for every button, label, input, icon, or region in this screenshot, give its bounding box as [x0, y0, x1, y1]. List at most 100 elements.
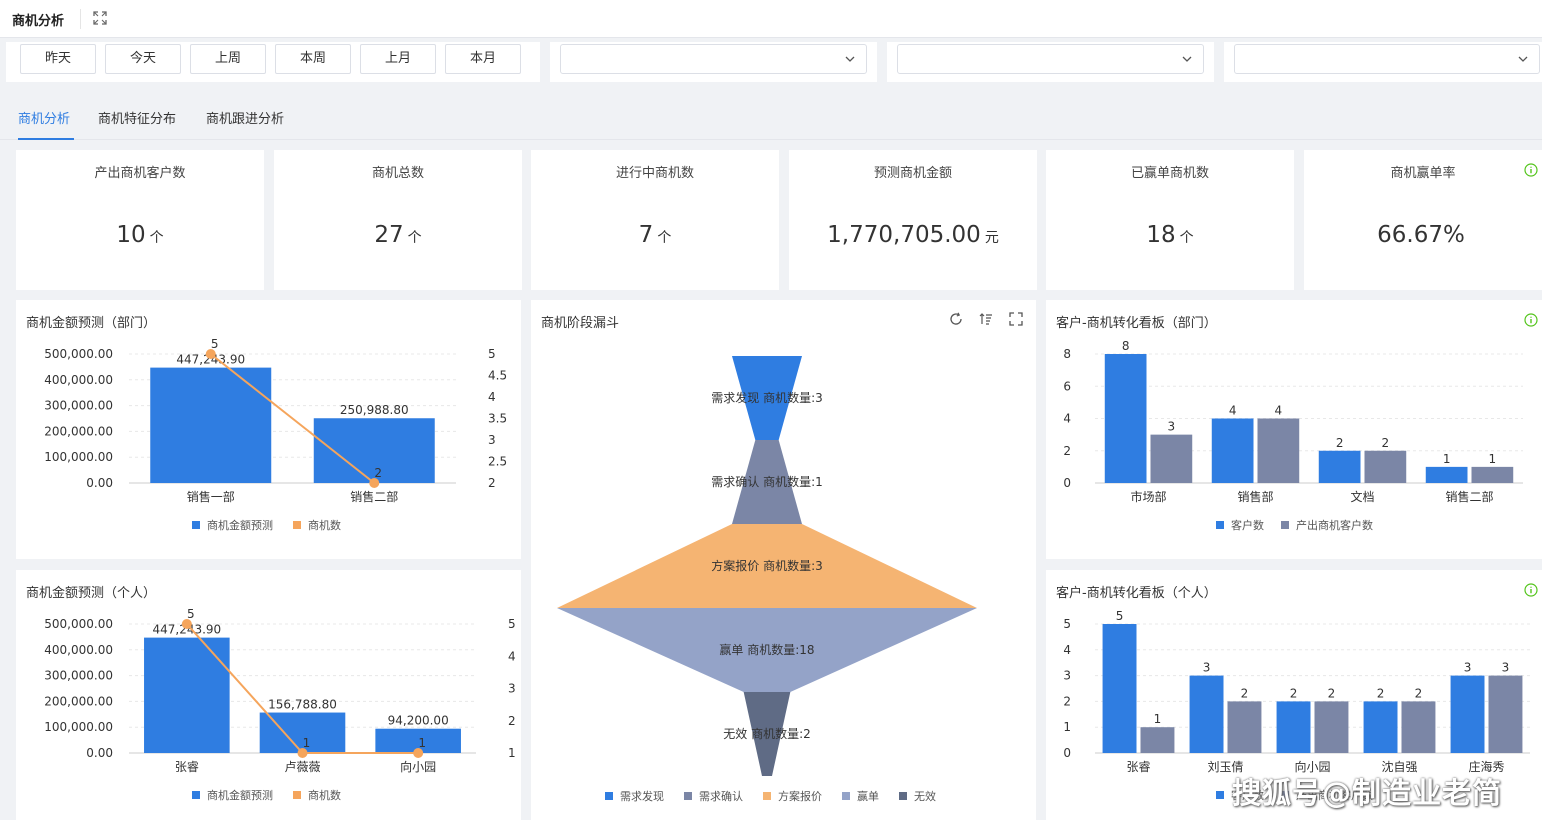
data-label: 1: [1489, 452, 1497, 466]
x-tick-label: 销售二部: [350, 489, 398, 504]
y2-tick-label: 3: [508, 682, 516, 696]
data-label: 5: [1116, 609, 1124, 623]
y-tick-label: 200,000.00: [44, 424, 113, 438]
y-tick-label: 300,000.00: [44, 669, 113, 683]
y2-tick-label: 3: [488, 433, 496, 447]
legend-swatch: [293, 521, 301, 529]
x-tick-label: 张睿: [175, 759, 199, 774]
funnel-label: 赢单 商机数量:18: [719, 642, 814, 657]
x-tick-label: 销售一部: [187, 489, 235, 504]
legend-label: 商机金额预测: [207, 518, 273, 532]
today-button[interactable]: 今天: [105, 44, 181, 74]
legend-label: 客户数: [1231, 788, 1264, 802]
y-tick-label: 2: [1063, 444, 1071, 458]
yesterday-button[interactable]: 昨天: [20, 44, 96, 74]
series-line: [210, 353, 375, 484]
chart-title: 客户-商机转化看板（个人）: [1056, 586, 1217, 601]
last-week-button[interactable]: 上周: [190, 44, 266, 74]
y-tick-label: 100,000.00: [44, 450, 113, 464]
x-tick-label: 卢薇薇: [284, 759, 320, 774]
legend-label: 商机数: [308, 788, 341, 802]
funnel-segment: [557, 608, 977, 692]
x-tick-label: 市场部: [1130, 489, 1166, 504]
filter-select-2[interactable]: [897, 44, 1204, 74]
top-bar: 商机分析: [0, 0, 1542, 38]
x-tick-label: 庄海秀: [1468, 759, 1504, 774]
funnel-segment: [743, 692, 791, 776]
data-label: 250,988.80: [340, 403, 409, 417]
bar: [1276, 701, 1311, 753]
data-label: 1: [1154, 712, 1162, 726]
legend-swatch: [605, 792, 613, 800]
legend-swatch: [192, 521, 200, 529]
data-label: 3: [1502, 661, 1510, 675]
refresh-icon[interactable]: [949, 312, 963, 326]
info-icon[interactable]: [1524, 583, 1538, 597]
funnel-label: 方案报价 商机数量:3: [711, 558, 823, 573]
kpi-card-won: 已赢单商机数 18 个: [1046, 150, 1294, 290]
sort-icon[interactable]: [979, 312, 993, 326]
fullscreen-icon[interactable]: [93, 11, 107, 25]
bar: [144, 637, 230, 753]
personal-forecast-chart: 500,000.00 400,000.00 300,000.00 200,000.00…: [44, 607, 516, 802]
data-label: 94,200.00: [388, 714, 449, 728]
data-label: 2: [1382, 436, 1390, 450]
data-label: 156,788.80: [268, 698, 337, 712]
y2-tick-label: 1: [508, 746, 516, 760]
legend-label: 需求发现: [620, 789, 664, 803]
last-month-button[interactable]: 上月: [360, 44, 436, 74]
y-tick-label: 8: [1063, 347, 1071, 361]
stage-funnel-chart: 需求发现 商机数量:3 需求确认 商机数量:1 方案报价 商机数量:3 赢单 商机数量…: [557, 356, 977, 803]
data-label: 447,243.90: [176, 353, 245, 367]
filter-select-3[interactable]: [1234, 44, 1540, 74]
y-tick-label: 100,000.00: [44, 720, 113, 734]
y-tick-label: 0: [1063, 746, 1071, 760]
y-tick-label: 300,000.00: [44, 399, 113, 413]
data-label: 2: [1377, 686, 1385, 700]
y-tick-label: 400,000.00: [44, 643, 113, 657]
info-icon[interactable]: [1524, 163, 1538, 177]
chevron-down-icon: [1518, 56, 1528, 62]
data-label: 4: [1229, 404, 1237, 418]
kpi-value: 10 个: [116, 222, 164, 248]
this-week-button[interactable]: 本周: [275, 44, 351, 74]
funnel-label: 需求发现 商机数量:3: [711, 390, 823, 405]
this-month-button[interactable]: 本月: [445, 44, 521, 74]
kpi-value: 18 个: [1146, 222, 1194, 248]
line-point: [297, 748, 308, 758]
data-label: 2: [374, 466, 382, 480]
info-icon[interactable]: [1524, 313, 1538, 327]
tab-followup-analysis[interactable]: 商机跟进分析: [206, 112, 285, 127]
legend-swatch: [899, 792, 907, 800]
kpi-value: 27 个: [374, 222, 422, 248]
bar: [1257, 418, 1300, 483]
bar: [1140, 727, 1175, 753]
bar: [1227, 701, 1262, 753]
tab-opportunity-analysis[interactable]: 商机分析: [18, 112, 71, 127]
dept-conversion-card: 客户-商机转化看板（部门） 8 6 4 2 0 8 3 市场部 4 4 销售部 2 2 文档 1 1 销售二部客…: [1046, 300, 1542, 559]
y-tick-label: 6: [1063, 379, 1071, 393]
legend-swatch: [842, 792, 850, 800]
data-label: 2: [1290, 686, 1298, 700]
filter-select-1[interactable]: [560, 44, 867, 74]
kpi-card-forecast-amount: 预测商机金额 1,770,705.00 元: [789, 150, 1037, 290]
bar: [1401, 701, 1436, 753]
legend-label: 客户数: [1231, 518, 1264, 532]
kpi-value: 66.67%: [1377, 222, 1465, 248]
tab-feature-distribution[interactable]: 商机特征分布: [98, 112, 177, 127]
tab-bar: 商机分析 商机特征分布 商机跟进分析: [0, 96, 1542, 140]
dept-forecast-card: 商机金额预测（部门） 500,000.00 400,000.00 300,000.0…: [16, 300, 521, 559]
legend-label: 商机数: [308, 518, 341, 532]
x-tick-label: 向小园: [1294, 759, 1330, 774]
data-label: 3: [1203, 661, 1211, 675]
kpi-card-total: 商机总数 27 个: [274, 150, 522, 290]
y-tick-label: 0.00: [86, 746, 113, 760]
y-tick-label: 4: [1063, 643, 1071, 657]
fullscreen-icon[interactable]: [1009, 312, 1023, 326]
bar: [1150, 434, 1193, 483]
bar: [1318, 450, 1361, 483]
data-label: 2: [1241, 686, 1249, 700]
chevron-down-icon: [1182, 56, 1192, 62]
y2-tick-label: 4: [508, 649, 516, 663]
